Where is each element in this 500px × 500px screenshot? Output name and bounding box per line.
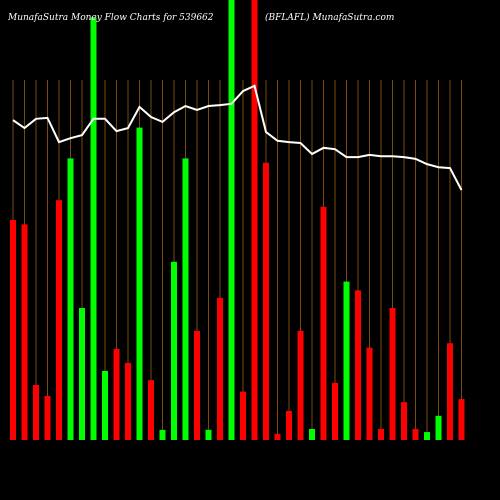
bar xyxy=(343,281,350,440)
bar xyxy=(159,429,166,440)
bar xyxy=(228,0,235,440)
bar xyxy=(263,162,269,441)
money-flow-line xyxy=(12,84,463,191)
bar xyxy=(194,330,200,440)
bar xyxy=(205,429,212,440)
bar xyxy=(148,380,154,440)
bar xyxy=(286,410,292,440)
bar xyxy=(297,330,304,440)
bars xyxy=(10,0,465,441)
bar xyxy=(447,343,453,440)
bar xyxy=(309,429,315,440)
bar xyxy=(171,261,177,440)
bar xyxy=(217,297,223,440)
bar xyxy=(366,347,373,440)
bar xyxy=(113,348,120,440)
bar xyxy=(332,382,338,440)
bar xyxy=(56,200,62,440)
bar xyxy=(79,308,85,440)
bar xyxy=(125,363,131,440)
bar xyxy=(21,224,28,440)
bar xyxy=(90,17,97,440)
bar xyxy=(240,391,246,440)
bar xyxy=(424,432,430,440)
bar xyxy=(182,158,189,440)
bar xyxy=(44,396,51,440)
bar xyxy=(274,433,281,440)
bar xyxy=(136,127,143,440)
bar xyxy=(102,370,108,440)
bar xyxy=(355,290,361,440)
bar xyxy=(389,308,396,440)
bar xyxy=(378,429,384,440)
bar xyxy=(251,0,258,440)
bar xyxy=(320,206,327,440)
bar xyxy=(10,220,16,440)
chart-title: MunafaSutra Money Flow Charts for 539662 xyxy=(7,13,214,23)
chart-subtitle: (BFLAFL) MunafaSutra.com xyxy=(265,12,394,23)
bar xyxy=(435,415,442,440)
bar xyxy=(401,402,407,440)
bar xyxy=(33,385,39,440)
bar xyxy=(458,399,465,440)
bar xyxy=(67,158,74,440)
bar xyxy=(412,429,419,440)
